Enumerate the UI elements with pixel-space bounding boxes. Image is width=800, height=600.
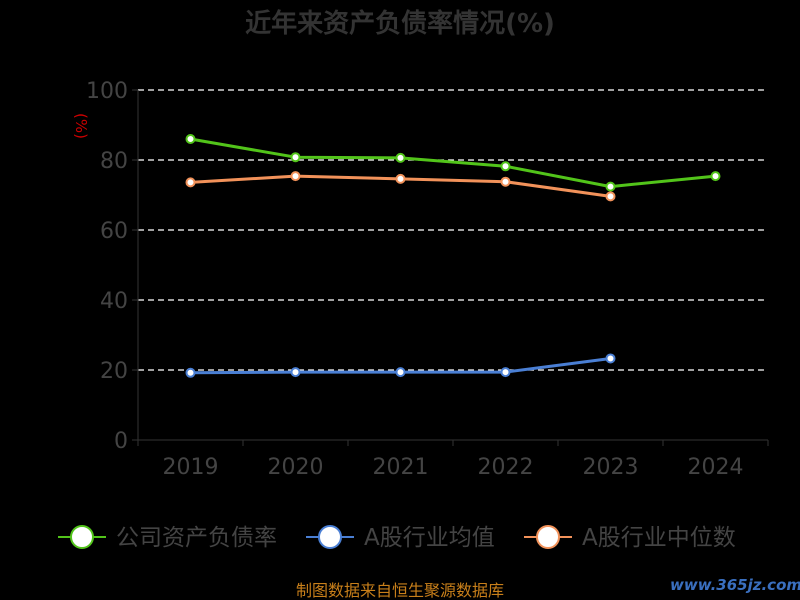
y-tick-label: 0 (114, 429, 128, 454)
series-line-0 (189, 137, 717, 189)
y-tick-label: 60 (100, 219, 128, 244)
data-point (185, 367, 196, 378)
y-tick-label: 100 (86, 79, 128, 104)
data-point (605, 353, 616, 364)
legend-label: A股行业中位数 (582, 525, 736, 551)
data-point (500, 367, 511, 378)
watermark: www.365jz.com (670, 576, 800, 594)
x-tick-label: 2021 (373, 455, 429, 480)
data-point (290, 171, 301, 182)
x-tick-label: 2024 (688, 455, 744, 480)
data-point (395, 152, 406, 163)
data-point (500, 176, 511, 187)
legend-swatch-marker (536, 525, 560, 549)
data-point (710, 171, 721, 182)
series-group (185, 134, 721, 378)
data-point (185, 134, 196, 144)
x-tick-label: 2022 (478, 455, 534, 480)
x-tick-label: 2023 (583, 455, 639, 480)
data-point (185, 177, 196, 188)
data-point (605, 191, 616, 202)
legend-swatch-marker (70, 525, 94, 549)
source-note: 制图数据来自恒生聚源数据库 (296, 581, 504, 600)
legend-swatch-marker (318, 525, 342, 549)
y-axis-ticks: 0 20 40 60 80 100 (86, 79, 138, 454)
x-tick-label: 2020 (268, 455, 324, 480)
legend-label: A股行业均值 (364, 525, 495, 551)
data-point (395, 173, 406, 184)
grid-lines (138, 89, 768, 371)
data-point (605, 181, 616, 192)
y-axis-unit: (%) (72, 113, 90, 139)
data-point (290, 152, 301, 163)
legend-label: 公司资产负债率 (116, 525, 277, 551)
x-axis-ticks: 2019 2020 2021 2022 2023 2024 (137, 440, 769, 480)
data-point (395, 367, 406, 378)
y-tick-label: 20 (100, 359, 128, 384)
legend: 公司资产负债率 A股行业均值 A股行业中位数 (58, 525, 736, 551)
chart-title: 近年来资产负债率情况(%) (245, 8, 555, 39)
data-point (500, 161, 511, 172)
axes (137, 90, 768, 441)
y-tick-label: 40 (100, 289, 128, 314)
data-point (290, 367, 301, 378)
y-tick-label: 80 (100, 149, 128, 174)
x-tick-label: 2019 (163, 455, 219, 480)
